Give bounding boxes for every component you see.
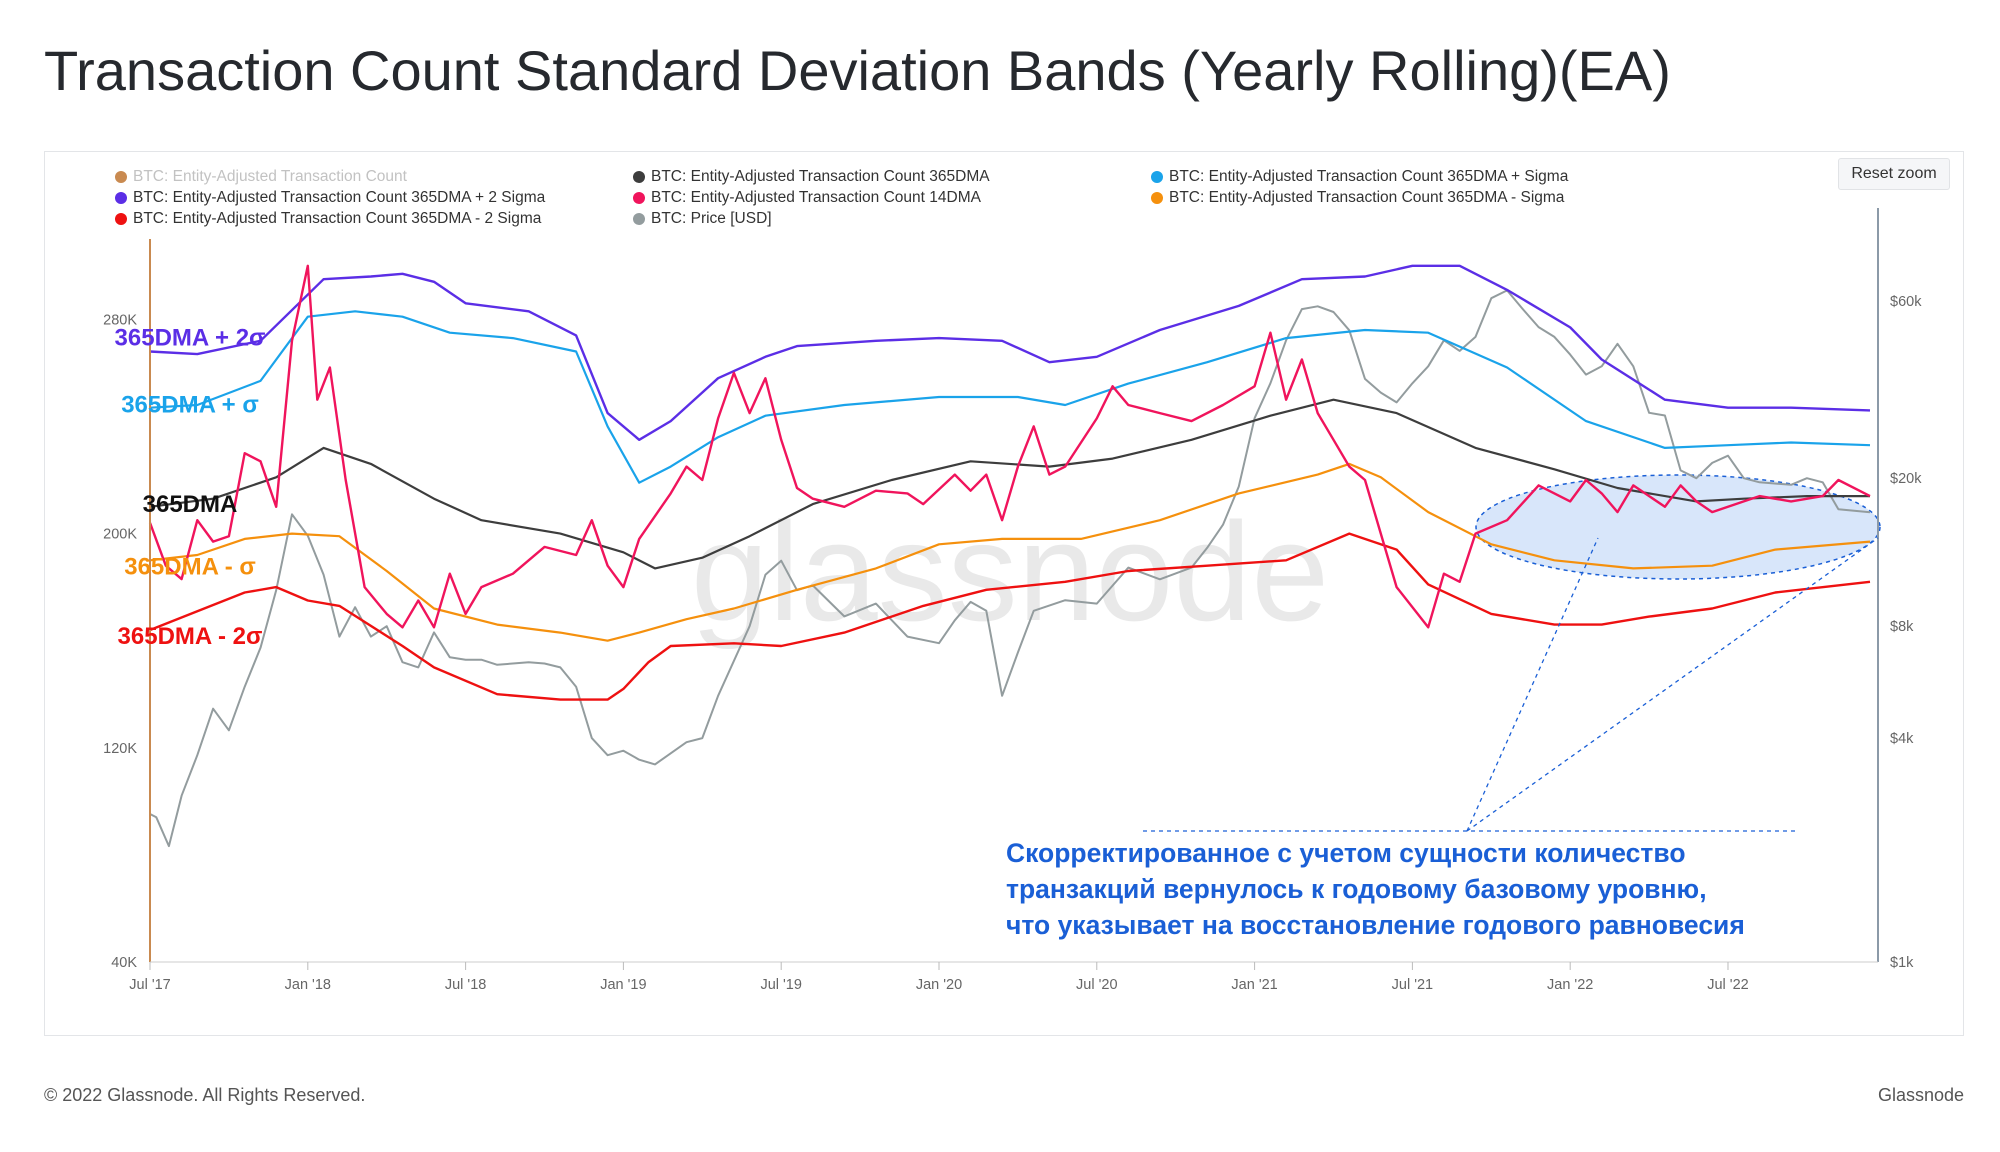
legend-label: BTC: Entity-Adjusted Transaction Count 1… (651, 189, 981, 206)
legend-dot-icon (633, 171, 645, 183)
footer-brand: Glassnode (1877, 1085, 1964, 1105)
series-line-minus2 (149, 532, 1871, 701)
x-tick-label: Jan '20 (916, 977, 962, 993)
band-label-plus2: 365DMA + 2σ (115, 324, 266, 351)
series-line-plus1 (149, 310, 1871, 484)
y-left-ticks: 40K 120K 200K 280K (103, 312, 137, 971)
y-left-tick-label: 120K (103, 741, 137, 757)
reset-zoom-button[interactable]: Reset zoom (1838, 158, 1950, 190)
annotation-line-1: Скорректированное с учетом сущности коли… (1006, 838, 1686, 868)
legend-item-365dma[interactable]: BTC: Entity-Adjusted Transaction Count 3… (633, 168, 990, 186)
annotation-line-2: транзакций вернулось к годовому базовому… (1006, 874, 1707, 904)
legend-label: BTC: Price [USD] (651, 210, 772, 227)
series-line-minus1 (149, 462, 1871, 642)
x-tick-label: Jan '19 (600, 977, 646, 993)
legend-dot-icon (115, 171, 127, 183)
x-tick-label: Jul '22 (1707, 977, 1748, 993)
y-right-tick-label: $1k (1890, 955, 1914, 971)
series-line-plus2 (149, 264, 1871, 441)
band-label-minus1: 365DMA - σ (124, 553, 256, 580)
series-line-price (149, 289, 1871, 848)
legend-label: BTC: Entity-Adjusted Transaction Count 3… (133, 189, 546, 206)
legend-item-minus-2sigma[interactable]: BTC: Entity-Adjusted Transaction Count 3… (115, 210, 541, 228)
x-tick-label: Jul '18 (445, 977, 486, 993)
footer-copyright: © 2022 Glassnode. All Rights Reserved. (44, 1085, 366, 1105)
legend-item-minus-sigma[interactable]: BTC: Entity-Adjusted Transaction Count 3… (1151, 189, 1564, 207)
x-tick-label: Jan '21 (1231, 977, 1277, 993)
x-tick-label: Jul '19 (760, 977, 801, 993)
y-right-tick-label: $60k (1890, 294, 1922, 310)
x-axis-ticks: Jul '17 Jan '18 Jul '18 Jan '19 Jul '19 Jan '… (129, 962, 1749, 993)
y-right-tick-label: $4k (1890, 731, 1914, 747)
x-tick-label: Jul '17 (129, 977, 170, 993)
legend-dot-icon (115, 192, 127, 204)
y-left-tick-label: 280K (103, 312, 137, 328)
band-label-minus2: 365DMA - 2σ (118, 623, 263, 650)
legend-dot-icon (1151, 171, 1163, 183)
band-labels: 365DMA + 2σ 365DMA + σ 365DMA 365DMA - σ 365… (115, 324, 266, 649)
y-left-tick-label: 200K (103, 527, 137, 543)
x-tick-label: Jan '18 (285, 977, 331, 993)
legend-label: BTC: Entity-Adjusted Transaction Count 3… (651, 168, 990, 185)
y-right-ticks: $1k $4k $8k $20k $60k (1890, 294, 1922, 971)
legend-item-plus-sigma[interactable]: BTC: Entity-Adjusted Transaction Count 3… (1151, 168, 1568, 186)
legend-dot-icon (633, 213, 645, 225)
y-left-tick-label: 40K (111, 955, 137, 971)
legend-item-count[interactable]: BTC: Entity-Adjusted Transaction Count (115, 168, 407, 186)
legend-item-price[interactable]: BTC: Price [USD] (633, 210, 772, 228)
x-tick-label: Jan '22 (1547, 977, 1593, 993)
series-line-ma365 (149, 398, 1870, 570)
legend-dot-icon (633, 192, 645, 204)
chart-frame (44, 151, 1964, 1036)
annotation-pointer-line (1466, 537, 1879, 832)
legend-label: BTC: Entity-Adjusted Transaction Count 3… (1169, 189, 1565, 206)
x-tick-label: Jul '21 (1392, 977, 1433, 993)
annotation-pointer-line (1466, 537, 1599, 832)
legend-dot-icon (1151, 192, 1163, 204)
legend-label: BTC: Entity-Adjusted Transaction Count 3… (133, 210, 542, 227)
band-label-ma365: 365DMA (143, 491, 238, 518)
series-line-ma14 (148, 264, 1871, 629)
page-title: Transaction Count Standard Deviation Ban… (44, 39, 1671, 102)
legend-dot-icon (115, 213, 127, 225)
y-right-tick-label: $8k (1890, 619, 1914, 635)
annotation-line-3: что указывает на восстановление годового… (1006, 910, 1745, 940)
band-label-plus1: 365DMA + σ (121, 392, 259, 419)
y-right-tick-label: $20k (1890, 471, 1922, 487)
legend-label: BTC: Entity-Adjusted Transaction Count 3… (1169, 168, 1569, 185)
legend-item-plus-2sigma[interactable]: BTC: Entity-Adjusted Transaction Count 3… (115, 189, 545, 207)
watermark: glassnode (691, 493, 1329, 650)
legend-label: BTC: Entity-Adjusted Transaction Count (133, 168, 407, 185)
x-tick-label: Jul '20 (1076, 977, 1117, 993)
highlight-ellipse (1475, 474, 1881, 580)
legend-item-14dma[interactable]: BTC: Entity-Adjusted Transaction Count 1… (633, 189, 981, 207)
series-lines (148, 264, 1871, 848)
